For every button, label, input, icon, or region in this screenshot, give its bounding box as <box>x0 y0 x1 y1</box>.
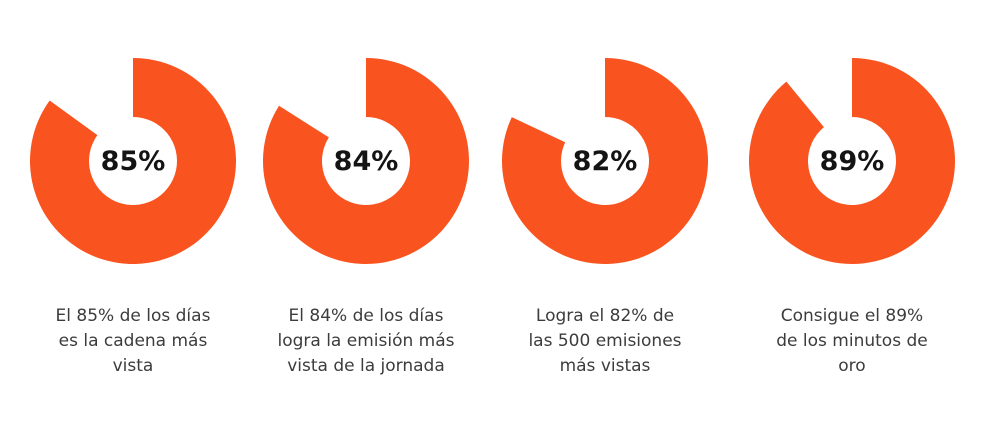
caption-line: El 85% de los días <box>55 306 211 326</box>
donut-filled-arc <box>30 58 237 264</box>
donut-ring <box>30 58 237 264</box>
donut-ring <box>501 58 708 264</box>
caption-line: vista de la jornada <box>287 356 445 376</box>
donut-chart: 85% <box>28 56 238 266</box>
donut-filled-arc <box>501 58 708 264</box>
donut-filled-arc <box>262 58 469 264</box>
caption-line: es la cadena más <box>58 331 208 351</box>
caption-line: Consigue el 89% <box>780 306 924 326</box>
donut-ring <box>262 58 469 264</box>
donut-card: 82% Logra el 82% de las 500 emisiones más … <box>480 56 730 379</box>
donut-filled-arc <box>749 58 956 264</box>
donut-chart: 84% <box>261 56 471 266</box>
caption-line: oro <box>838 356 866 376</box>
caption-line: de los minutos de <box>776 331 928 351</box>
donut-caption: Logra el 82% de las 500 emisiones más vist… <box>528 304 681 379</box>
donut-caption: El 84% de los días logra la emisión más vi… <box>277 304 454 379</box>
donut-card: 89% Consigue el 89% de los minutos de oro <box>727 56 977 379</box>
donut-caption: Consigue el 89% de los minutos de oro <box>776 304 927 379</box>
donut-ring <box>749 58 956 264</box>
donut-caption: El 85% de los días es la cadena más vista <box>56 304 211 379</box>
caption-line: más vistas <box>559 356 651 376</box>
caption-line: vista <box>112 356 154 376</box>
donut-chart: 82% <box>500 56 710 266</box>
caption-line: Logra el 82% de <box>535 306 675 326</box>
caption-line: El 84% de los días <box>288 306 444 326</box>
caption-line: logra la emisión más <box>277 331 455 351</box>
donut-card: 85% El 85% de los días es la cadena más vi… <box>8 56 258 379</box>
caption-line: las 500 emisiones <box>528 331 682 351</box>
donut-card: 84% El 84% de los días logra la emisión m… <box>241 56 491 379</box>
donut-chart: 89% <box>747 56 957 266</box>
